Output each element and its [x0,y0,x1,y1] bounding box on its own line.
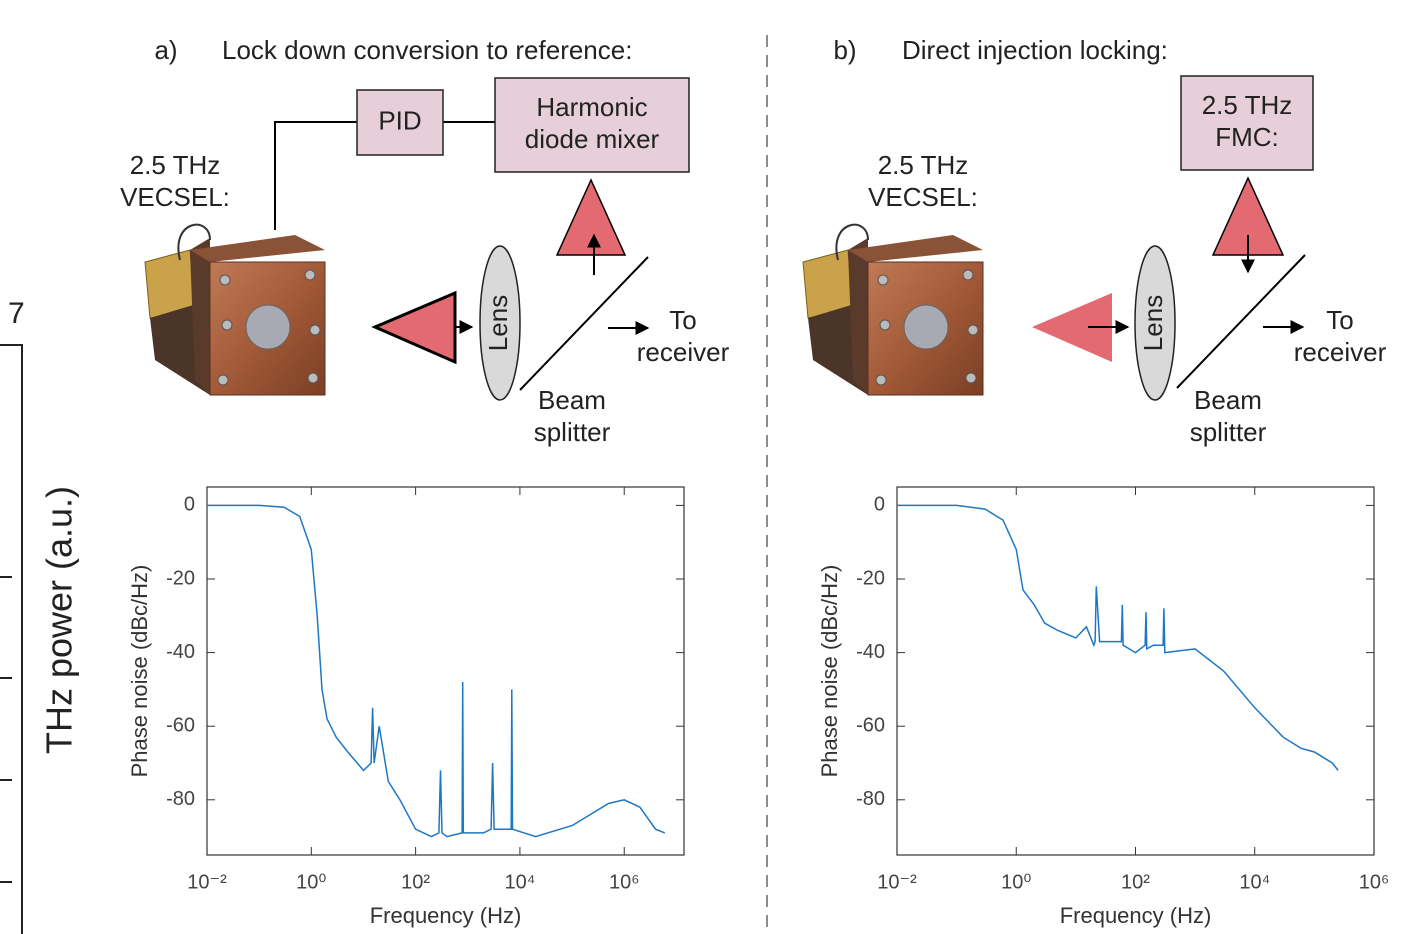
beam-triangle [1032,293,1112,362]
x-tick-label: 10⁴ [504,871,535,893]
x-tick-label: 10⁰ [1001,871,1031,893]
beam-splitter [1176,254,1306,389]
window [245,304,291,350]
box-label: Harmonic [536,92,647,122]
output-label: To [1326,305,1353,335]
wire [274,121,495,230]
block-top [848,235,983,262]
lens [479,245,521,401]
panel-title: Direct injection locking: [902,35,1168,65]
wire [177,223,211,261]
box-label: 2.5 THz [1202,90,1293,120]
screw [967,324,979,336]
splitter-label: splitter [534,417,611,447]
screw [965,372,977,384]
y-tick-label: -20 [856,567,885,589]
laser-label: 2.5 THz [878,150,969,180]
screw [304,269,316,281]
beam-triangle [555,178,627,256]
fragment-axis [0,344,23,934]
x-tick-label: 10⁴ [1239,871,1270,893]
lens-label: Lens [1138,295,1168,351]
panel-label: a) [154,35,177,65]
vecsel-photo [802,223,984,396]
x-axis-label: Frequency (Hz) [1060,903,1212,928]
lens [1134,245,1176,401]
laser-label: VECSEL: [868,182,978,212]
panel-title: Lock down conversion to reference: [222,35,632,65]
fragment-tick-label: 7 [8,297,25,330]
screw [962,269,974,281]
y-tick-label: -60 [856,714,885,736]
screw [221,319,233,331]
fragment-axis-label: THz power (a.u.) [39,486,80,754]
y-tick-label: -80 [166,788,195,810]
noise-line [897,504,1339,771]
x-tick-label: 10⁶ [609,871,639,893]
beam-triangle [371,290,457,365]
panel-label: b) [833,35,856,65]
splitter-label: Beam [1194,385,1262,415]
y-tick-label: 0 [874,494,885,516]
box-label: diode mixer [525,124,660,154]
box [356,89,444,156]
x-tick-label: 10⁻² [877,871,917,893]
block-side [190,238,210,395]
x-tick-label: 10⁰ [296,871,326,893]
y-tick-label: -40 [856,641,885,663]
screw [309,324,321,336]
block-top [190,235,325,262]
window [903,304,949,350]
screw [307,372,319,384]
y-axis-label: Phase noise (dBc/Hz) [817,565,842,778]
screw [219,274,231,286]
y-tick-label: -40 [166,641,195,663]
x-axis-label: Frequency (Hz) [370,903,522,928]
box [494,77,690,173]
y-tick-label: -20 [166,567,195,589]
y-tick-label: -80 [856,788,885,810]
beam-splitter [519,256,649,391]
laser-label: VECSEL: [120,182,230,212]
output-label: To [669,305,696,335]
screw [217,374,229,386]
box [1180,75,1314,171]
y-tick-label: 0 [184,494,195,516]
output-label: receiver [1294,337,1387,367]
x-tick-label: 10² [401,871,430,893]
laser-label: 2.5 THz [130,150,221,180]
output-label: receiver [637,337,730,367]
y-axis-label: Phase noise (dBc/Hz) [127,565,152,778]
splitter-label: Beam [538,385,606,415]
x-tick-label: 10⁶ [1359,871,1389,893]
box-label: PID [378,105,421,135]
noise-line [207,504,666,838]
vecsel-photo [144,223,326,396]
plot-area [206,486,685,856]
screw [877,274,889,286]
x-tick-label: 10⁻² [187,871,227,893]
y-tick-label: -60 [166,714,195,736]
lens-label: Lens [483,295,513,351]
splitter-label: splitter [1190,417,1267,447]
wire [835,223,869,261]
screw [875,374,887,386]
block-side [848,238,868,395]
box-label: FMC: [1215,122,1279,152]
x-tick-label: 10² [1121,871,1150,893]
plot-area [896,486,1375,856]
screw [879,319,891,331]
